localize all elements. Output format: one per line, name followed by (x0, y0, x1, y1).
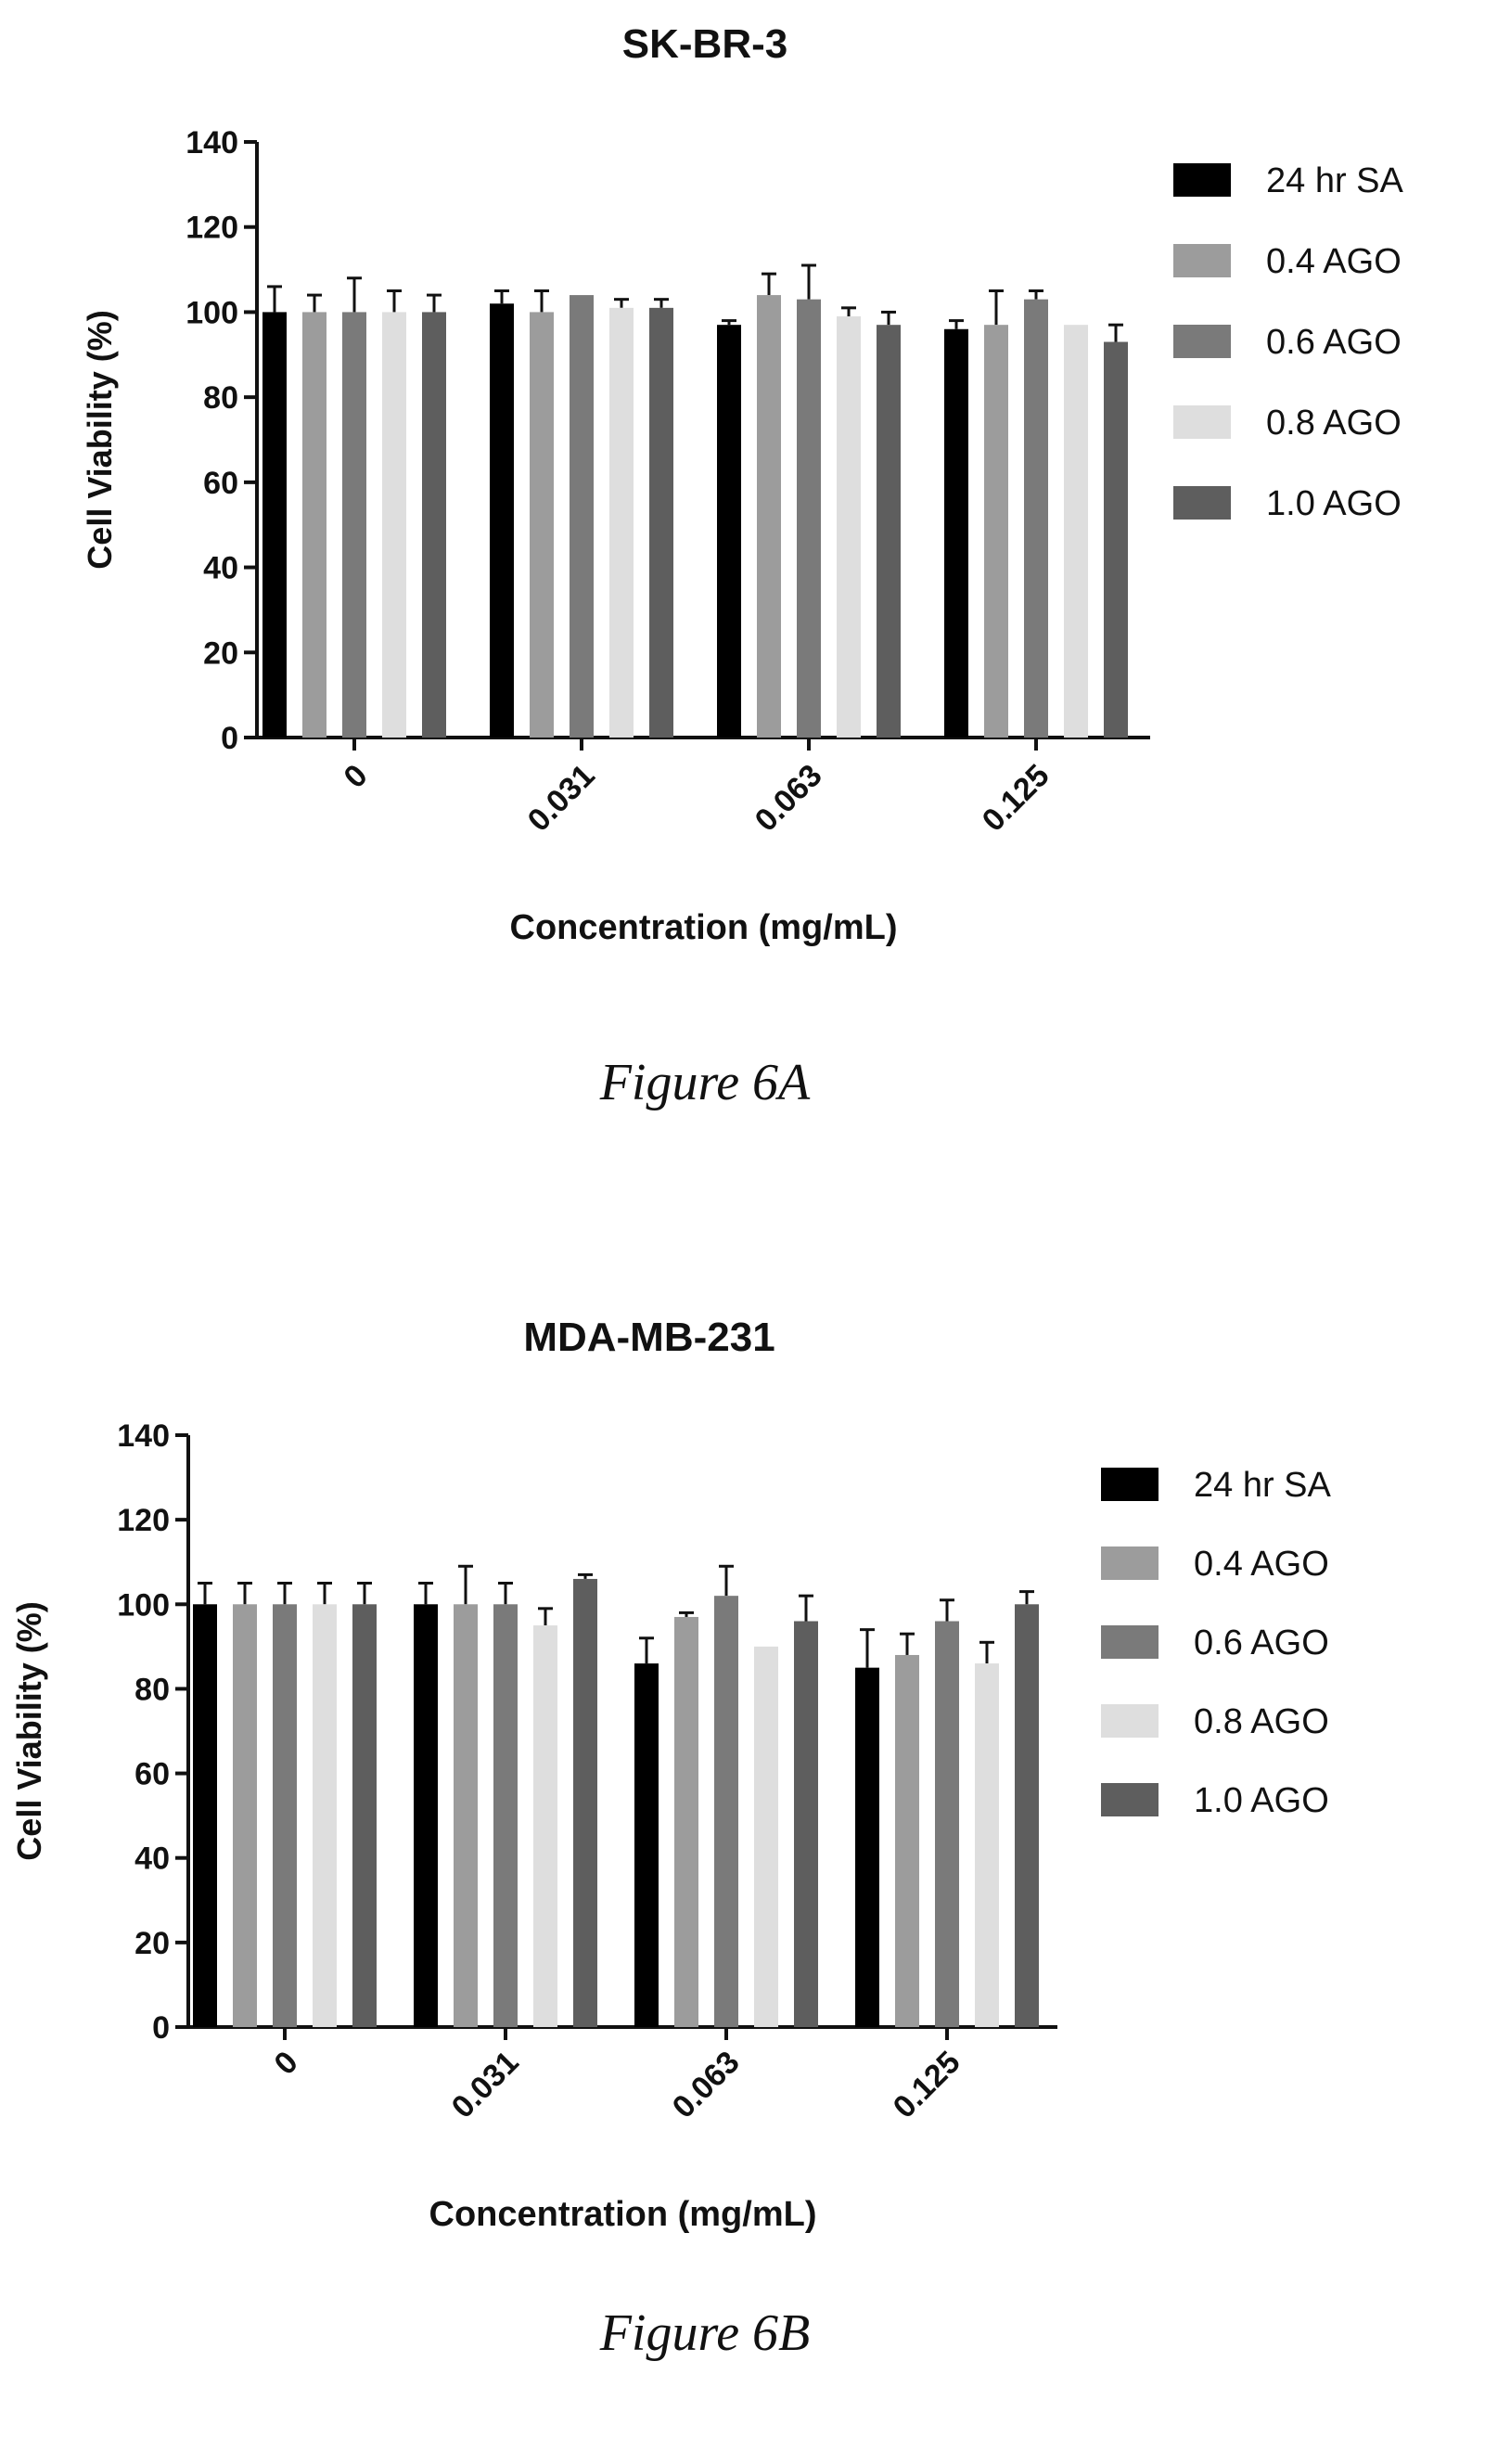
legend-swatch (1101, 1546, 1159, 1580)
y-tick-label: 60 (134, 1757, 170, 1792)
legend-swatch (1101, 1468, 1159, 1501)
bar (717, 325, 741, 738)
bar (877, 325, 901, 738)
legend-swatch (1173, 325, 1231, 358)
bar (757, 295, 781, 738)
figure-caption: Figure 6B (599, 2304, 811, 2362)
bar (454, 1604, 478, 2027)
bar (855, 1667, 879, 2027)
y-tick-label: 120 (186, 211, 238, 246)
legend-label: 0.8 AGO (1266, 404, 1402, 443)
bar (1064, 325, 1088, 738)
bar (797, 299, 821, 738)
legend-swatch (1173, 244, 1231, 277)
x-tick-label: 0.063 (749, 758, 829, 839)
y-tick-label: 140 (186, 125, 238, 160)
figure-caption: Figure 6A (599, 1054, 811, 1111)
chart-figure-6b: MDA-MB-231 0 20 40 60 80 100 120 140 Cell Viabili… (10, 1315, 1332, 2362)
y-tick-label: 80 (203, 380, 238, 416)
y-tick-label: 100 (186, 295, 238, 330)
bar (837, 316, 861, 738)
bar (609, 307, 634, 738)
legend-label: 0.6 AGO (1194, 1623, 1329, 1662)
y-axis-title: Cell Viability (%) (10, 1601, 48, 1860)
x-tick-label: 0 (267, 2045, 304, 2082)
y-tick-label: 0 (152, 2010, 170, 2046)
legend-label: 0.4 AGO (1194, 1545, 1329, 1584)
bar (570, 295, 594, 738)
x-tick-label: 0 (337, 758, 374, 795)
bar (1024, 299, 1048, 738)
legend-swatch (1173, 163, 1231, 197)
bar (649, 307, 673, 738)
y-axis-title: Cell Viability (%) (81, 310, 119, 569)
bar (233, 1604, 257, 2027)
bar (313, 1604, 337, 2027)
bar (493, 1604, 518, 2027)
bar (895, 1654, 919, 2027)
x-axis-title: Concentration (mg/mL) (510, 908, 898, 947)
legend-label: 0.8 AGO (1194, 1702, 1329, 1741)
x-axis-title: Concentration (mg/mL) (429, 2195, 817, 2234)
bar (490, 303, 514, 738)
bar (382, 312, 406, 738)
y-tick-label: 20 (134, 1926, 170, 1961)
y-tick-label: 100 (117, 1587, 170, 1623)
bar (302, 312, 326, 738)
bar (193, 1604, 217, 2027)
legend-swatch (1173, 405, 1231, 439)
legend-label: 0.6 AGO (1266, 323, 1402, 362)
chart-title: SK-BR-3 (622, 21, 787, 67)
legend-label: 0.4 AGO (1266, 242, 1402, 281)
bar (935, 1621, 959, 2027)
legend-swatch (1101, 1625, 1159, 1659)
x-tick-label: 0.063 (666, 2045, 747, 2125)
y-tick-label: 0 (221, 721, 238, 756)
y-tick-label: 40 (203, 551, 238, 586)
bar (975, 1663, 999, 2027)
bar (414, 1604, 438, 2027)
x-tick-label: 0.031 (445, 2045, 526, 2125)
bar (984, 325, 1008, 738)
legend-swatch (1173, 486, 1231, 520)
legend-swatch (1101, 1783, 1159, 1816)
bar (754, 1646, 778, 2027)
bar (573, 1578, 597, 2027)
y-tick-label: 80 (134, 1672, 170, 1707)
x-tick-label: 0.125 (976, 758, 1056, 839)
bar (530, 312, 554, 738)
legend-label: 1.0 AGO (1266, 484, 1402, 523)
bar (674, 1616, 698, 2027)
bar (352, 1604, 377, 2027)
bar (342, 312, 366, 738)
legend-label: 24 hr SA (1266, 161, 1404, 200)
bar (944, 328, 968, 738)
y-tick-label: 20 (203, 635, 238, 671)
bar (262, 312, 287, 738)
bar (533, 1625, 557, 2027)
bar (634, 1663, 659, 2027)
y-tick-label: 40 (134, 1842, 170, 1877)
x-tick-label: 0.031 (521, 758, 602, 839)
bar (1104, 341, 1128, 738)
legend-swatch (1101, 1704, 1159, 1738)
legend-label: 1.0 AGO (1194, 1781, 1329, 1820)
bar (714, 1596, 738, 2027)
y-tick-label: 140 (117, 1418, 170, 1454)
chart-title: MDA-MB-231 (523, 1315, 775, 1360)
legend-label: 24 hr SA (1194, 1466, 1332, 1505)
bar (794, 1621, 818, 2027)
bar (422, 312, 446, 738)
chart-figure-6a: SK-BR-3 0 20 40 60 80 100 120 140 Cell Viability … (81, 21, 1404, 1111)
y-tick-label: 120 (117, 1503, 170, 1538)
bar (1015, 1604, 1039, 2027)
bar (273, 1604, 297, 2027)
x-tick-label: 0.125 (887, 2045, 967, 2125)
y-tick-label: 60 (203, 466, 238, 501)
